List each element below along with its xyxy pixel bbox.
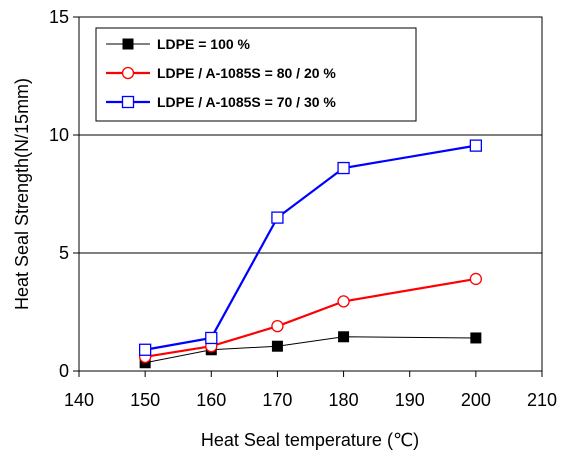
data-point xyxy=(338,331,350,343)
data-point xyxy=(337,295,350,308)
x-tick-label: 150 xyxy=(130,390,160,410)
legend-item-2: LDPE / A-1085S = 80 / 20 % xyxy=(106,65,336,81)
data-point xyxy=(271,340,283,352)
legend-label: LDPE / A-1085S = 70 / 30 % xyxy=(157,94,336,110)
x-axis-title: Heat Seal temperature (℃) xyxy=(201,430,419,450)
x-tick-label: 160 xyxy=(196,390,226,410)
legend-item-1: LDPE = 100 % xyxy=(106,36,251,52)
data-point xyxy=(469,272,483,286)
data-point xyxy=(271,211,284,224)
legend-label: LDPE = 100 % xyxy=(157,36,251,52)
x-tick-label: 140 xyxy=(64,390,94,410)
legend-items: LDPE = 100 % LDPE / A-1085S = 80 / 20 % LD… xyxy=(106,36,336,110)
x-tick-label: 200 xyxy=(461,390,491,410)
y-tick-label: 15 xyxy=(49,7,69,27)
data-point xyxy=(138,343,152,356)
data-point xyxy=(469,139,483,152)
y-axis-title: Heat Seal Strength(N/15mm) xyxy=(12,78,32,310)
series-3 xyxy=(138,139,483,356)
data-point xyxy=(337,161,350,175)
data-point xyxy=(470,332,482,344)
x-tick-label: 210 xyxy=(527,390,557,410)
y-tick-label: 5 xyxy=(59,243,69,263)
data-point xyxy=(271,320,284,333)
x-tick-label: 190 xyxy=(395,390,425,410)
legend-marker xyxy=(122,38,134,50)
grid-lines xyxy=(79,134,542,254)
x-tick-label: 180 xyxy=(329,390,359,410)
data-point xyxy=(205,331,218,345)
y-axis-ticks: 0 5 10 15 xyxy=(49,7,79,381)
legend-marker xyxy=(121,66,135,80)
legend-marker xyxy=(121,95,135,109)
y-tick-label: 0 xyxy=(59,361,69,381)
series-group xyxy=(138,139,483,369)
series-2 xyxy=(138,272,483,363)
legend-item-3: LDPE / A-1085S = 70 / 30 % xyxy=(106,94,336,110)
legend-label: LDPE / A-1085S = 80 / 20 % xyxy=(157,65,336,81)
plot-border xyxy=(78,16,543,372)
x-axis-ticks: 140 150 160 170 180 190 200 210 xyxy=(64,371,557,410)
legend: LDPE = 100 % LDPE / A-1085S = 80 / 20 % LD… xyxy=(95,27,417,122)
y-tick-label: 10 xyxy=(49,125,69,145)
x-tick-label: 170 xyxy=(262,390,292,410)
